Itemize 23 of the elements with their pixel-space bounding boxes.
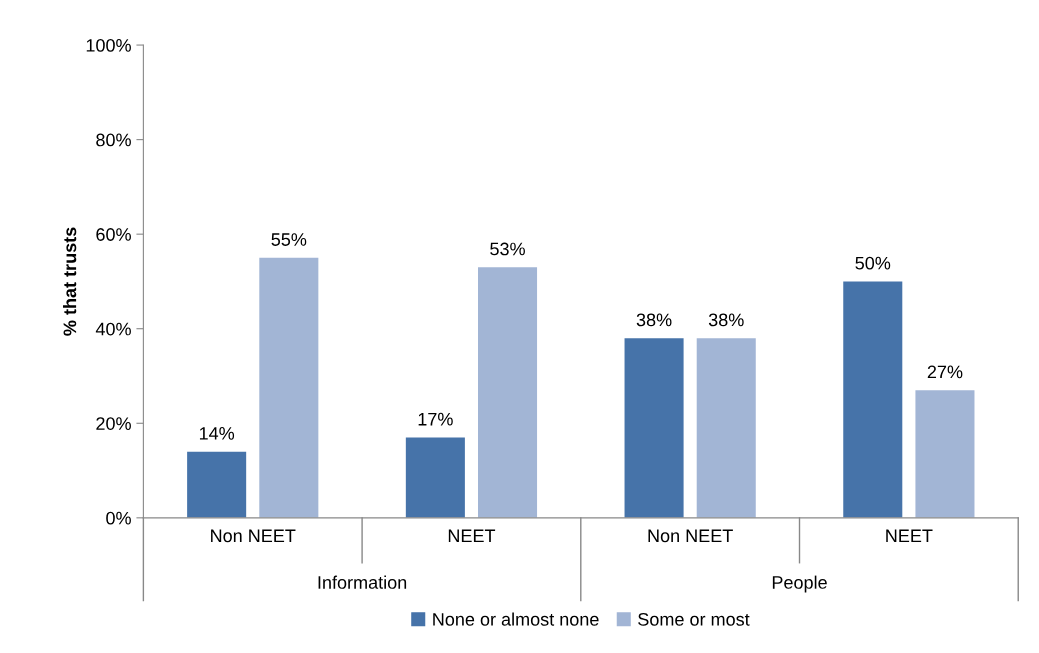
legend-label: Some or most (638, 612, 750, 626)
y-tick-label: 100% (86, 38, 131, 52)
y-tick-label: 60% (96, 228, 131, 241)
x-tick-label: NEET (886, 529, 933, 543)
text: 27% (927, 365, 963, 379)
x-tick-label: NEET (448, 529, 496, 543)
legend-label: None or almost none (433, 612, 599, 626)
text: 38% (636, 313, 672, 327)
text: 17% (418, 412, 453, 426)
text: 38% (708, 313, 744, 327)
x-tick-label: Non NEET (648, 529, 733, 543)
x-tick-label: Non NEET (211, 529, 296, 543)
text: 14% (199, 427, 235, 440)
text: 53% (490, 242, 525, 256)
y-tick-label: 80% (96, 133, 131, 147)
y-tick-label: 0% (106, 511, 131, 525)
text: 55% (271, 233, 307, 246)
y-tick-label: 20% (96, 417, 131, 430)
y-axis-title: % that trusts (63, 227, 77, 336)
text: 50% (855, 256, 891, 270)
text: Information (318, 575, 407, 589)
y-tick-label: 40% (95, 322, 131, 336)
text: People (772, 575, 827, 593)
